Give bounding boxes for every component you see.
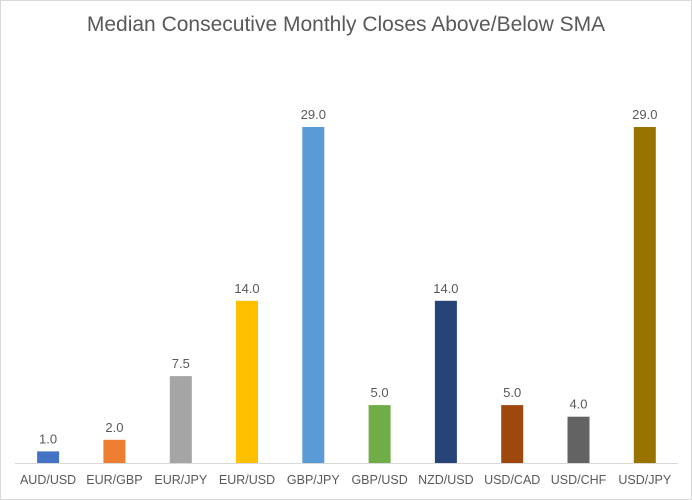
bar-gbp-usd — [368, 405, 391, 463]
bar-eur-jpy — [169, 376, 192, 463]
x-tick-label-usd-jpy: USD/JPY — [618, 473, 671, 487]
x-tick-label-gbp-usd: GBP/USD — [351, 473, 407, 487]
data-label-aud-usd: 1.0 — [39, 431, 57, 446]
chart-title: Median Consecutive Monthly Closes Above/… — [86, 13, 606, 36]
x-tick-label-eur-gbp: EUR/GBP — [86, 473, 142, 487]
bar-eur-usd — [236, 300, 258, 463]
bar-usd-cad — [501, 405, 524, 463]
bar-usd-jpy — [633, 127, 656, 463]
x-tick-label-eur-jpy: EUR/JPY — [154, 473, 207, 487]
data-label-usd-jpy: 29.0 — [632, 107, 657, 122]
x-tick-label-usd-cad: USD/CAD — [484, 473, 540, 487]
x-tick-label-aud-usd: AUD/USD — [20, 473, 76, 487]
data-label-nzd-usd: 14.0 — [433, 281, 458, 296]
x-tick-label-nzd-usd: NZD/USD — [418, 473, 474, 487]
data-label-usd-chf: 4.0 — [569, 397, 587, 412]
bar-eur-gbp — [103, 439, 126, 463]
data-label-eur-jpy: 7.5 — [172, 356, 190, 371]
data-label-gbp-usd: 5.0 — [371, 385, 389, 400]
data-label-usd-cad: 5.0 — [503, 385, 521, 400]
x-tick-label-eur-usd: EUR/USD — [219, 473, 275, 487]
x-tick-label-usd-chf: USD/CHF — [551, 473, 607, 487]
data-label-gbp-jpy: 29.0 — [301, 107, 326, 122]
data-label-eur-gbp: 2.0 — [105, 420, 123, 435]
data-label-eur-usd: 14.0 — [234, 281, 259, 296]
bar-nzd-usd — [434, 300, 457, 463]
x-tick-label-gbp-jpy: GBP/JPY — [287, 473, 340, 487]
bar-usd-chf — [567, 416, 590, 463]
bar-aud-usd — [37, 451, 60, 463]
bar-gbp-jpy — [302, 127, 325, 463]
